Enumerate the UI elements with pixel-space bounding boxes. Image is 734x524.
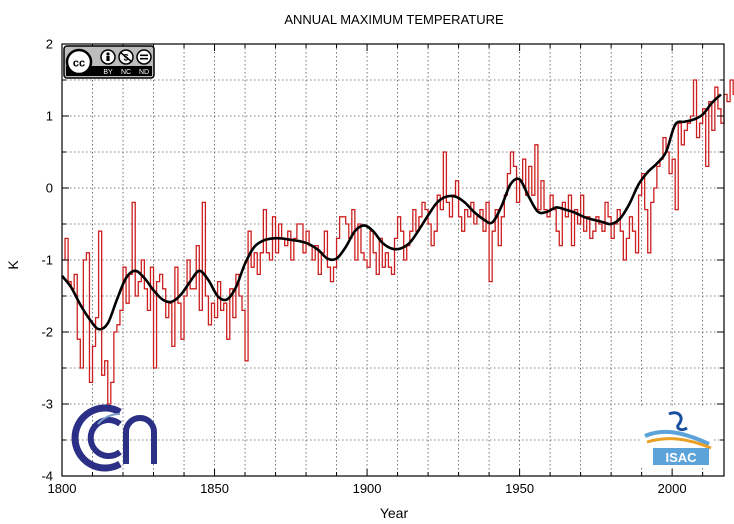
nd-label: ND [139, 69, 149, 76]
cnr-logo [71, 404, 157, 472]
smoothed-series-line [60, 93, 722, 331]
y-tick-label: -2 [41, 325, 53, 340]
y-tick-labels: -4 -3 -2 -1 0 1 2 [41, 37, 53, 484]
chart-title: ANNUAL MAXIMUM TEMPERATURE [284, 12, 504, 27]
x-tick-label: 1950 [505, 481, 534, 496]
smoothed-series [60, 93, 722, 331]
cc-icon [65, 48, 93, 76]
x-axis-title: Year [380, 505, 409, 521]
noderivatives-icon [136, 49, 152, 65]
y-tick-label: 1 [46, 109, 53, 124]
annual-series [62, 79, 734, 405]
by-label: BY [103, 69, 113, 76]
nc-label: NC [121, 69, 131, 76]
x-tick-label: 1850 [200, 481, 229, 496]
y-tick-label: 0 [46, 181, 53, 196]
annual-series-line [62, 79, 734, 405]
isac-logo: ISAC [641, 408, 713, 466]
wave-icon [668, 411, 688, 432]
y-tick-label: -1 [41, 253, 53, 268]
isac-label: ISAC [665, 450, 697, 465]
license-badge: cc $ BY NC ND [63, 45, 155, 79]
y-tick-label: 2 [46, 37, 53, 52]
cc-label: cc [73, 58, 85, 70]
x-tick-label: 1900 [353, 481, 382, 496]
x-tick-label: 1800 [48, 481, 77, 496]
x-tick-label: 2000 [658, 481, 687, 496]
axes [61, 43, 725, 477]
y-axis-title: K [5, 260, 21, 270]
y-tick-label: -4 [41, 469, 53, 484]
x-tick-labels: 1800 1850 1900 1950 2000 [48, 481, 687, 496]
y-tick-label: -3 [41, 397, 53, 412]
